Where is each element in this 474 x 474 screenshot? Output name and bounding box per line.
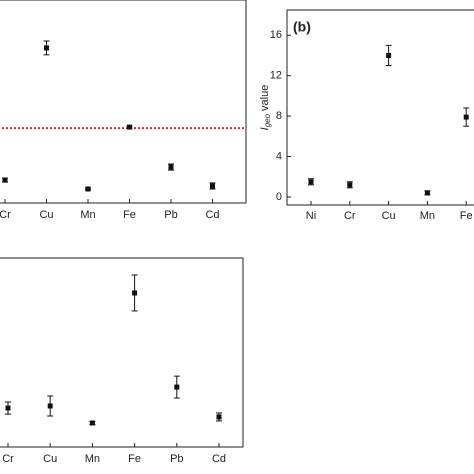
x-tick-label: Fe	[460, 210, 473, 222]
y-tick-label: 12	[270, 70, 282, 82]
x-tick-label: Fe	[123, 209, 136, 221]
data-point	[47, 403, 53, 409]
data-point	[174, 384, 180, 390]
data-point	[85, 186, 91, 192]
data-point	[347, 182, 353, 188]
y-tick-label: 0	[276, 191, 282, 203]
y-label-text: value	[259, 85, 271, 111]
x-tick-label: Pb	[170, 453, 183, 465]
x-tick-label: Ni	[306, 210, 316, 222]
data-point	[386, 52, 392, 58]
data-point	[2, 177, 8, 183]
x-tick-label: Mn	[85, 453, 100, 465]
data-point	[132, 290, 138, 296]
data-point	[89, 420, 95, 426]
y-tick-label: 8	[276, 110, 282, 122]
data-point	[463, 114, 469, 120]
x-tick-label: Cd	[212, 453, 226, 465]
data-point	[308, 179, 314, 185]
y-label-subscript: geo	[263, 113, 272, 127]
y-label-symbol: I	[259, 127, 271, 130]
data-point	[127, 124, 132, 130]
x-tick-label: Cr	[0, 209, 11, 221]
x-tick-label: Mn	[420, 210, 435, 222]
y-tick-label: 4	[276, 150, 282, 162]
plot-frame	[286, 9, 474, 206]
panel-label: (b)	[293, 19, 311, 35]
x-tick-label: Cu	[382, 210, 396, 222]
x-tick-label: Mn	[80, 209, 95, 221]
data-point	[216, 414, 222, 420]
y-axis-label: Igeo value	[259, 85, 272, 131]
data-point	[210, 183, 215, 189]
y-tick-label: 16	[270, 29, 282, 41]
x-tick-label: Fe	[128, 453, 141, 465]
plot-frame	[0, 0, 247, 204]
plot-frame	[0, 257, 244, 448]
data-point	[44, 45, 49, 51]
data-point	[5, 405, 11, 411]
x-tick-label: Cr	[344, 210, 356, 222]
x-tick-label: Cd	[205, 209, 219, 221]
data-point	[168, 164, 174, 170]
x-tick-label: Cu	[39, 209, 53, 221]
x-tick-label: Cr	[2, 453, 14, 465]
data-point	[424, 190, 430, 196]
x-tick-label: Cu	[43, 453, 57, 465]
x-tick-label: Pb	[164, 209, 177, 221]
